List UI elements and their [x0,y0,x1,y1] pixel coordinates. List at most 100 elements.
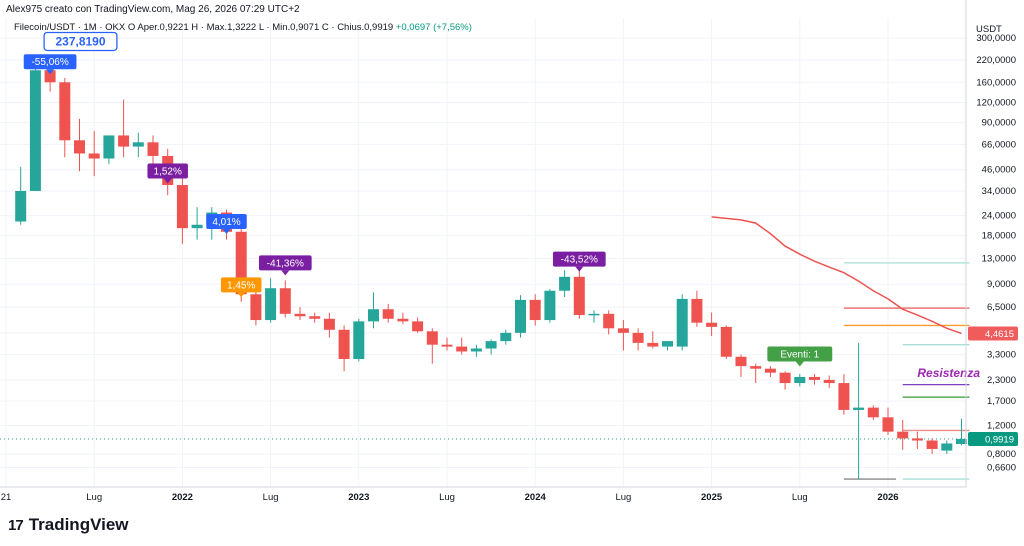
candle-down [911,438,923,441]
percent-label-pointer [237,292,246,298]
candle-up [368,309,379,322]
candle-down [573,276,585,316]
percent-label-box [206,213,247,229]
candle-down [617,328,629,333]
candle-down [706,322,718,327]
time-tick-label: 2022 [172,492,193,503]
candle-down [323,318,335,330]
candle-down [294,313,306,317]
candle-down [397,318,409,322]
candle-down [426,331,438,345]
candle-down [867,407,879,418]
candle-up [941,443,953,451]
price-tick-label: 0,6600 [987,463,1016,474]
price-tick-label: 46,0000 [982,165,1016,176]
percent-label-text: -55,06% [31,57,68,68]
price-tick-label: 66,0000 [982,139,1016,150]
price-tick-label: 6,5000 [987,302,1016,313]
time-tick-label: 2026 [877,492,898,503]
candle-down [720,326,732,357]
legend-high: H · Max.1,3222 [191,22,257,33]
time-tick-label: Lug [792,492,808,503]
percent-label-pointer [163,178,172,184]
time-tick-label: 2025 [701,492,723,503]
candle-up [544,290,556,321]
candle-down [838,383,850,410]
candle-up [470,348,482,352]
moving-average-line [711,216,962,335]
time-tick-label: Lug [439,492,455,503]
candle-down [603,313,615,329]
candle-down [809,376,820,380]
legend-change: +0,0697 (+7,56%) [395,22,472,33]
candle-up [676,298,688,347]
price-tick-label: 18,0000 [982,231,1016,242]
candle-down [279,288,291,314]
percent-label-box [767,346,833,362]
price-tick-label: 0,8000 [987,449,1016,460]
percent-label-pointer [575,266,584,272]
price-axis-badge-text: 0,9919 [985,434,1014,445]
price-tick-label: 1,7000 [987,396,1016,407]
candle-down [309,316,321,319]
percent-label-box [552,251,606,267]
percent-label-text: Eventi: 1 [780,349,819,360]
candle-down [382,309,394,319]
candle-down [529,299,541,321]
price-tick-label: 2,3000 [987,375,1016,386]
candle-down [118,135,130,147]
candle-down [691,298,703,323]
candle-down [88,153,100,159]
percent-label-box [220,277,262,293]
legend-symbol: Filecoin/USDT · 1M · OKX [14,22,126,33]
ohlc-legend: Filecoin/USDT · 1M · OKX O Aper.0,9221 H… [14,22,472,33]
tradingview-logo-icon: 17 [8,516,24,534]
candle-up [662,341,673,347]
candle-up [191,224,203,229]
candle-down [235,231,247,295]
time-tick-label: 21 [1,492,12,503]
price-tick-label: 220,0000 [976,55,1016,66]
candle-up [956,438,967,445]
candle-down [74,140,85,154]
candle-down [926,440,938,449]
percent-label-box [258,255,312,271]
candle-down [647,342,659,347]
percent-label-text: 4,01% [212,217,240,228]
time-tick-label: 2023 [348,492,369,503]
price-axis-unit: USDT [976,24,1002,35]
candle-down [338,329,350,359]
brand[interactable]: 17 TradingView [8,515,129,535]
candle-down [764,368,776,373]
candle-up [559,276,571,291]
price-axis-badge-text: 4,4615 [985,329,1014,340]
price-tick-label: 34,0000 [982,186,1016,197]
candle-up [588,313,600,316]
high-price-callout [43,31,118,52]
candle-down [441,344,453,347]
candle-down [882,417,894,432]
percent-label-text: -43,52% [561,255,598,266]
candle-up [515,299,526,333]
price-chart[interactable]: 237,8190 -55,06% 1,52% 4,01% -41,36% 1,45% -43… [0,0,1024,510]
price-axis-badge [968,326,1018,341]
price-tick-label: 160,0000 [976,77,1016,88]
candle-up [853,407,865,410]
chart-background [0,0,1024,510]
candle-down [750,366,762,369]
candle-up [794,376,806,384]
legend-status: O [127,22,136,33]
percent-label-pointer [281,270,290,276]
candle-up [485,341,497,349]
legend-close: C · Chius.0,9919 [321,22,394,33]
percent-label-text: 1,45% [227,280,255,291]
price-tick-label: 24,0000 [982,210,1016,221]
candle-down [44,70,56,83]
candle-up [29,70,41,191]
candle-up [265,288,277,321]
time-tick-label: 2024 [525,492,547,503]
percent-label-box [147,163,188,179]
candle-down [412,321,424,332]
candle-up [103,135,115,159]
percent-label-text: 1,52% [154,167,182,178]
